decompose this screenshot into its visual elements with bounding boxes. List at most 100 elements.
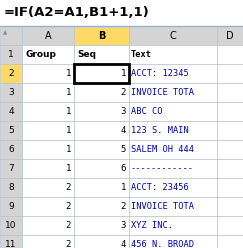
Bar xyxy=(217,64,243,83)
Text: 1: 1 xyxy=(66,126,71,135)
Bar xyxy=(22,140,74,159)
Bar xyxy=(22,45,74,64)
Text: 1: 1 xyxy=(8,50,14,59)
Bar xyxy=(0,140,22,159)
Text: Text: Text xyxy=(131,50,152,59)
Bar xyxy=(0,159,22,178)
Bar xyxy=(22,121,74,140)
Bar xyxy=(0,178,22,197)
Text: 6: 6 xyxy=(121,164,126,173)
Text: 11: 11 xyxy=(5,240,17,248)
Bar xyxy=(74,140,129,159)
Text: 1: 1 xyxy=(66,88,71,97)
Text: 3: 3 xyxy=(121,221,126,230)
Bar xyxy=(22,27,74,45)
Text: SALEM OH 444: SALEM OH 444 xyxy=(131,145,194,154)
Bar xyxy=(217,197,243,216)
Bar xyxy=(129,235,217,248)
Text: 10: 10 xyxy=(5,221,17,230)
Bar xyxy=(0,45,22,64)
Bar xyxy=(74,83,129,102)
Bar xyxy=(129,102,217,121)
Text: C: C xyxy=(170,31,176,41)
Text: B: B xyxy=(98,31,105,41)
Bar xyxy=(217,235,243,248)
Text: 1: 1 xyxy=(66,107,71,116)
Text: 123 S. MAIN: 123 S. MAIN xyxy=(131,126,189,135)
Bar xyxy=(74,27,129,45)
Bar xyxy=(74,45,129,64)
Bar xyxy=(217,216,243,235)
Bar xyxy=(129,216,217,235)
Text: 1: 1 xyxy=(66,164,71,173)
Text: =IF(A2=A1,B1+1,1): =IF(A2=A1,B1+1,1) xyxy=(4,6,150,19)
Text: 1: 1 xyxy=(121,183,126,192)
Bar xyxy=(74,159,129,178)
Bar xyxy=(217,45,243,64)
Text: 2: 2 xyxy=(66,202,71,211)
Bar xyxy=(22,178,74,197)
Text: ACCT: 12345: ACCT: 12345 xyxy=(131,69,189,78)
Text: ABC CO: ABC CO xyxy=(131,107,163,116)
Text: Group: Group xyxy=(25,50,56,59)
Bar xyxy=(74,235,129,248)
Text: 4: 4 xyxy=(121,240,126,248)
Text: INVOICE TOTA: INVOICE TOTA xyxy=(131,202,194,211)
Text: 3: 3 xyxy=(8,88,14,97)
Text: 8: 8 xyxy=(8,183,14,192)
Text: ACCT: 23456: ACCT: 23456 xyxy=(131,183,189,192)
Text: 1: 1 xyxy=(121,69,126,78)
Text: 2: 2 xyxy=(66,240,71,248)
Text: 6: 6 xyxy=(8,145,14,154)
Bar xyxy=(129,197,217,216)
Text: 4: 4 xyxy=(121,126,126,135)
Bar xyxy=(22,83,74,102)
Text: 7: 7 xyxy=(8,164,14,173)
Text: 2: 2 xyxy=(121,88,126,97)
Bar xyxy=(129,178,217,197)
Text: Seq: Seq xyxy=(77,50,96,59)
Bar xyxy=(74,197,129,216)
Text: XYZ INC.: XYZ INC. xyxy=(131,221,173,230)
Bar xyxy=(0,83,22,102)
Text: 2: 2 xyxy=(121,202,126,211)
Bar xyxy=(129,83,217,102)
Bar xyxy=(217,140,243,159)
Text: ▲: ▲ xyxy=(3,30,7,35)
Bar xyxy=(0,216,22,235)
Bar xyxy=(129,159,217,178)
Bar xyxy=(217,178,243,197)
Bar xyxy=(217,102,243,121)
Bar xyxy=(22,64,74,83)
Bar xyxy=(0,235,22,248)
Bar xyxy=(129,140,217,159)
Text: 2: 2 xyxy=(8,69,14,78)
Bar xyxy=(217,83,243,102)
Text: 4: 4 xyxy=(8,107,14,116)
Text: INVOICE TOTA: INVOICE TOTA xyxy=(131,88,194,97)
Bar xyxy=(22,216,74,235)
Text: 1: 1 xyxy=(66,69,71,78)
Text: 2: 2 xyxy=(66,221,71,230)
Bar xyxy=(74,102,129,121)
Text: 3: 3 xyxy=(121,107,126,116)
Text: 9: 9 xyxy=(8,202,14,211)
Bar xyxy=(22,235,74,248)
Bar xyxy=(74,121,129,140)
Bar xyxy=(0,27,22,45)
Bar xyxy=(74,216,129,235)
Bar xyxy=(129,121,217,140)
Bar xyxy=(0,121,22,140)
Bar xyxy=(22,197,74,216)
Text: 2: 2 xyxy=(66,183,71,192)
Text: 1: 1 xyxy=(66,145,71,154)
Bar xyxy=(217,159,243,178)
Bar xyxy=(0,102,22,121)
Text: 5: 5 xyxy=(121,145,126,154)
Bar xyxy=(129,45,217,64)
Bar xyxy=(74,178,129,197)
Bar xyxy=(74,64,129,83)
Text: D: D xyxy=(226,31,234,41)
Bar xyxy=(0,197,22,216)
Text: 5: 5 xyxy=(8,126,14,135)
